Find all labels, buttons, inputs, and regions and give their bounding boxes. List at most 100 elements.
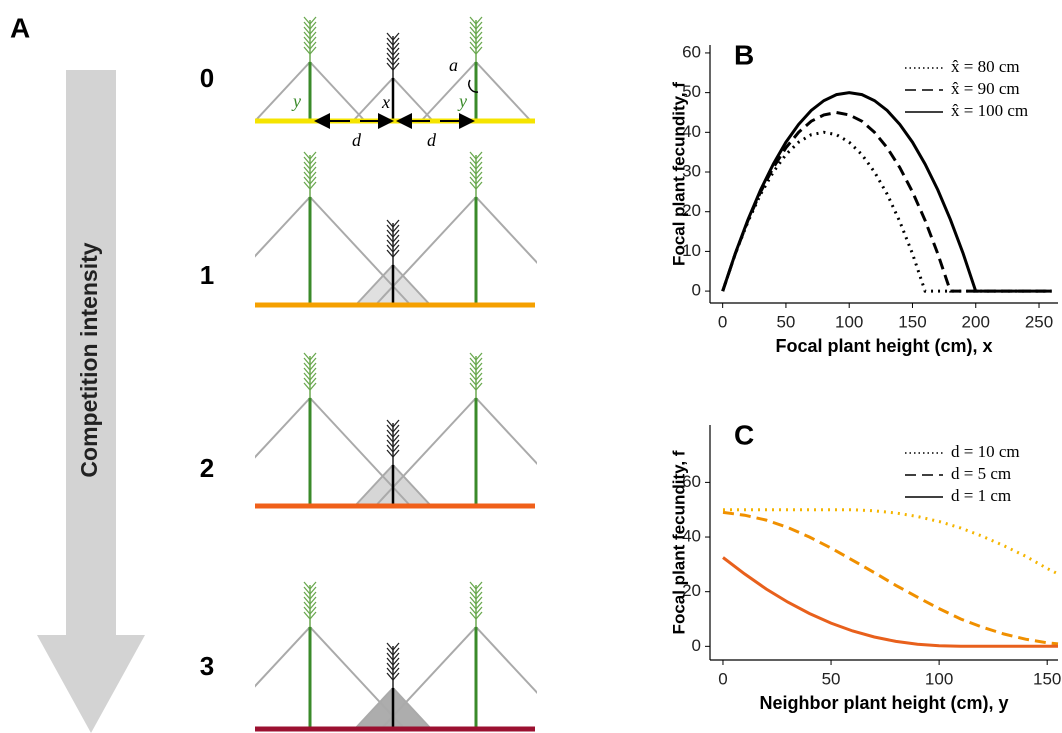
y-tick-label: 40 bbox=[682, 122, 701, 141]
spikelet bbox=[392, 224, 400, 233]
spikelet bbox=[303, 176, 311, 185]
spikelet bbox=[303, 367, 311, 376]
spikelet bbox=[392, 647, 400, 656]
triangle-edge bbox=[392, 77, 434, 122]
spikelet bbox=[392, 229, 400, 238]
x-tick-label: 200 bbox=[962, 312, 990, 331]
spikelet bbox=[469, 581, 477, 590]
spikelet bbox=[303, 581, 311, 590]
spikelet bbox=[386, 224, 394, 233]
spikelet bbox=[386, 424, 394, 433]
spikelet bbox=[392, 52, 400, 61]
y-tick-label: 10 bbox=[682, 241, 701, 260]
triangle-edge bbox=[392, 464, 432, 507]
spikelet bbox=[303, 591, 311, 600]
triangle-edge bbox=[475, 397, 537, 466]
spikelet bbox=[386, 419, 394, 428]
spikelet bbox=[309, 586, 317, 595]
spikelet bbox=[475, 586, 483, 595]
x-tick-label: 150 bbox=[898, 312, 926, 331]
spikelet bbox=[469, 171, 477, 180]
spikelet bbox=[303, 372, 311, 381]
legend-label: d = 10 cm bbox=[951, 442, 1020, 461]
spikelet bbox=[386, 667, 394, 676]
angle-arc bbox=[468, 79, 479, 93]
spikelet bbox=[309, 171, 317, 180]
spikelet bbox=[303, 31, 311, 40]
spikelet bbox=[475, 156, 483, 165]
spikelet bbox=[469, 26, 477, 35]
spikelet bbox=[309, 21, 317, 30]
spikelet bbox=[475, 596, 483, 605]
x-tick-label: 100 bbox=[835, 312, 863, 331]
spikelet bbox=[469, 596, 477, 605]
spikelet bbox=[475, 176, 483, 185]
spikelet bbox=[469, 372, 477, 381]
spikelet bbox=[392, 657, 400, 666]
spikelet bbox=[303, 36, 311, 45]
spikelet bbox=[303, 41, 311, 50]
spikelet bbox=[475, 166, 483, 175]
spikelet bbox=[309, 611, 317, 620]
spikelet bbox=[303, 46, 311, 55]
y-tick-label: 0 bbox=[692, 636, 701, 655]
y-tick-label: 50 bbox=[682, 82, 701, 101]
triangle-edge bbox=[392, 264, 431, 306]
spikelet bbox=[309, 591, 317, 600]
triangle-edge bbox=[309, 626, 406, 730]
spikelet bbox=[309, 362, 317, 371]
spikelet bbox=[475, 606, 483, 615]
spikelet bbox=[392, 439, 400, 448]
spikelet bbox=[475, 31, 483, 40]
spikelet bbox=[469, 166, 477, 175]
spikelet bbox=[386, 57, 394, 66]
spikelet bbox=[386, 439, 394, 448]
spikelet bbox=[386, 219, 394, 228]
spikelet bbox=[303, 377, 311, 386]
spikelet bbox=[303, 181, 311, 190]
series-line bbox=[722, 556, 1058, 648]
legend-label: d = 5 cm bbox=[951, 464, 1011, 483]
row-label: 3 bbox=[200, 651, 214, 681]
spikelet bbox=[392, 667, 400, 676]
x-tick-label: 250 bbox=[1025, 312, 1053, 331]
y-tick-label: 60 bbox=[682, 42, 701, 61]
spikelet bbox=[392, 239, 400, 248]
spikelet bbox=[392, 57, 400, 66]
legend-label: x̂ = 90 cm bbox=[951, 79, 1020, 98]
plants bbox=[255, 16, 537, 732]
spikelet bbox=[386, 37, 394, 46]
y-tick-label: 40 bbox=[682, 527, 701, 546]
spikelet bbox=[386, 434, 394, 443]
spikelet bbox=[309, 581, 317, 590]
spikelet bbox=[303, 16, 311, 25]
spikelet bbox=[309, 166, 317, 175]
triangle-edge bbox=[354, 687, 394, 730]
spikelet bbox=[386, 52, 394, 61]
triangle-edge bbox=[309, 61, 366, 122]
annotation: a bbox=[449, 55, 458, 75]
annotation: x bbox=[381, 92, 390, 112]
spikelet bbox=[386, 234, 394, 243]
spikelet bbox=[469, 586, 477, 595]
y-tick-label: 20 bbox=[682, 581, 701, 600]
spikelet bbox=[303, 362, 311, 371]
y-tick-label: 0 bbox=[692, 281, 701, 300]
spikelet bbox=[386, 42, 394, 51]
triangle-edge bbox=[355, 264, 394, 306]
spikelet bbox=[303, 26, 311, 35]
y-tick-label: 60 bbox=[682, 472, 701, 491]
spikelet bbox=[303, 606, 311, 615]
spikelet bbox=[392, 449, 400, 458]
spikelet bbox=[475, 352, 483, 361]
spikelet bbox=[475, 362, 483, 371]
spikelet bbox=[303, 171, 311, 180]
spikelet bbox=[392, 434, 400, 443]
triangle-edge bbox=[380, 626, 477, 730]
spikelet bbox=[469, 176, 477, 185]
spikelet bbox=[309, 352, 317, 361]
annotation: d bbox=[352, 130, 362, 150]
panel-label: B bbox=[734, 39, 754, 70]
spikelet bbox=[309, 596, 317, 605]
